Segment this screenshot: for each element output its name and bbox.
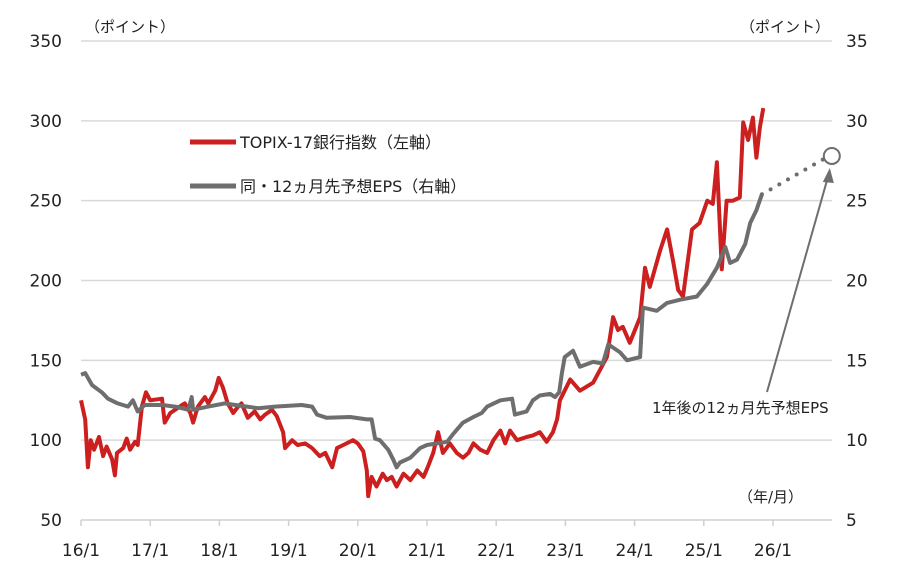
y-left-tick-label: 150 — [30, 351, 62, 371]
legend: TOPIX-17銀行指数（左軸） 同・12ヵ月先予想EPS（右軸） — [190, 133, 466, 196]
x-tick-label: 20/1 — [339, 541, 377, 561]
series-line-topix-banks — [79, 107, 766, 499]
y-right-tick-label: 30 — [846, 112, 868, 132]
legend-label-eps: 同・12ヵ月先予想EPS（右軸） — [240, 177, 466, 196]
y-left-tick-label: 350 — [30, 32, 62, 52]
legend-label-topix-banks: TOPIX-17銀行指数（左軸） — [239, 133, 441, 152]
y-right-tick-label: 10 — [846, 431, 868, 451]
x-tick-label: 25/1 — [685, 541, 723, 561]
x-tick-label: 21/1 — [408, 541, 446, 561]
y-right-tick-label: 35 — [846, 32, 868, 52]
x-tick-label: 17/1 — [131, 541, 169, 561]
annotation-arrow-head-icon — [822, 167, 834, 183]
y-right-tick-label: 20 — [846, 272, 868, 292]
x-tick-label: 26/1 — [754, 541, 792, 561]
x-tick-label: 24/1 — [616, 541, 654, 561]
y-right-tick-label: 5 — [846, 511, 857, 531]
y-right-tick-label: 15 — [846, 351, 868, 371]
annotation-arrow-line — [766, 173, 830, 393]
x-tick-label: 19/1 — [270, 541, 308, 561]
y-left-tick-label: 300 — [30, 112, 62, 132]
gridlines — [81, 40, 832, 441]
x-axis-unit: （年/月） — [738, 488, 803, 506]
x-tick-label: 16/1 — [62, 541, 100, 561]
series-layer — [79, 107, 841, 499]
y-right-tick-label: 25 — [846, 192, 868, 212]
series-line-eps — [80, 193, 764, 470]
forecast-annotation: 1年後の12ヵ月先予想EPS — [652, 399, 829, 417]
x-tick-label: 22/1 — [477, 541, 515, 561]
forecast-point-marker — [822, 146, 841, 165]
x-tick-label: 18/1 — [200, 541, 238, 561]
x-tick-label: 23/1 — [546, 541, 584, 561]
y-left-tick-label: 50 — [40, 511, 62, 531]
y-left-tick-label: 200 — [30, 272, 62, 292]
y-left-tick-label: 250 — [30, 192, 62, 212]
y-left-tick-label: 100 — [30, 431, 62, 451]
left-axis-unit: （ポイント） — [85, 18, 175, 36]
axes: 50 5 100 10 150 15 200 20 250 25 300 30 350 35 16/1 17/… — [30, 32, 868, 561]
right-axis-unit: （ポイント） — [740, 18, 830, 36]
forecast-dotted-line — [759, 156, 826, 197]
